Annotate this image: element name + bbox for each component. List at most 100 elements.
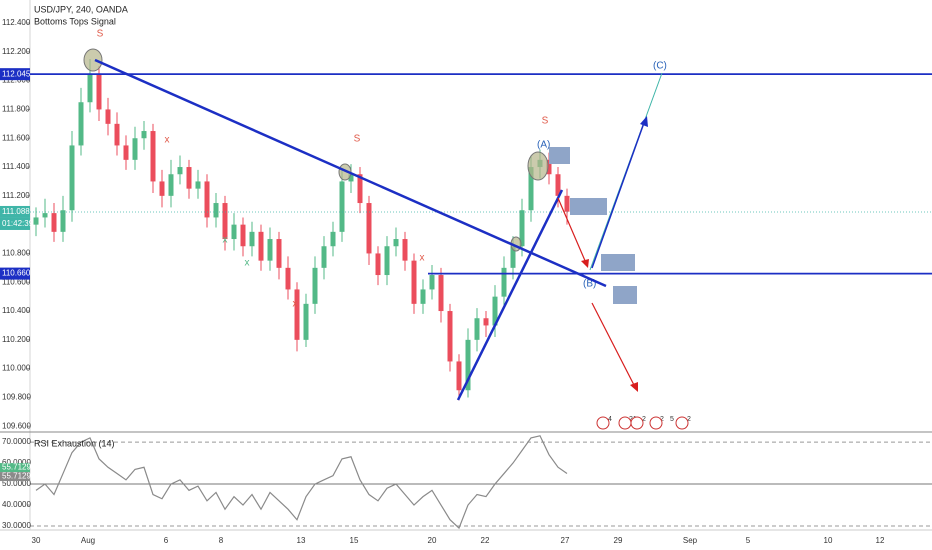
y-tick-label: 112.200 bbox=[2, 47, 31, 56]
x-tick-label: 12 bbox=[876, 536, 885, 545]
candle-body bbox=[87, 73, 93, 103]
candle-body bbox=[114, 123, 120, 146]
candle-body bbox=[564, 195, 570, 212]
y-tick-label: 112.000 bbox=[2, 76, 31, 85]
candle-body bbox=[303, 303, 309, 340]
annotation: S bbox=[542, 116, 549, 127]
candle-body bbox=[474, 318, 480, 340]
candle-body bbox=[258, 231, 264, 261]
x-tick-label: 30 bbox=[32, 536, 41, 545]
candle-body bbox=[528, 167, 534, 211]
candle-body bbox=[141, 131, 147, 139]
candle-body bbox=[465, 339, 471, 391]
candle-body bbox=[321, 246, 327, 268]
candle-body bbox=[375, 253, 381, 276]
x-tick-label: 22 bbox=[481, 536, 490, 545]
x-tick-label: Aug bbox=[81, 536, 95, 545]
y-tick-label: 111.600 bbox=[2, 133, 30, 142]
y-tick-label: 60.0000 bbox=[2, 458, 31, 467]
candle-body bbox=[186, 167, 192, 189]
label-box bbox=[570, 198, 607, 215]
y-tick-label: 110.000 bbox=[2, 364, 31, 373]
value-badge bbox=[0, 472, 30, 482]
value-badge-label: 55.7129 bbox=[2, 463, 31, 472]
candle-body bbox=[339, 181, 345, 232]
candle-body bbox=[357, 174, 363, 204]
candle-body bbox=[33, 217, 39, 225]
x-tick-label: 27 bbox=[561, 536, 570, 545]
candle-body bbox=[195, 181, 201, 189]
annotation: x bbox=[165, 135, 170, 146]
y-tick-label: 50.0000 bbox=[2, 479, 31, 488]
y-tick-label: 70.0000 bbox=[2, 437, 31, 446]
event-flag bbox=[596, 416, 610, 430]
annotation: S bbox=[354, 134, 361, 145]
candle-body bbox=[60, 210, 66, 232]
candle-body bbox=[402, 239, 408, 261]
candle-body bbox=[285, 267, 291, 290]
indicator-name: Bottoms Tops Signal bbox=[34, 16, 116, 26]
price-badge bbox=[0, 205, 30, 218]
ellipse bbox=[83, 48, 103, 72]
x-tick-label: 5 bbox=[746, 536, 751, 545]
price-badge bbox=[0, 68, 30, 81]
candle-body bbox=[51, 213, 57, 232]
event-count: 2 bbox=[642, 416, 646, 423]
candle-body bbox=[42, 213, 48, 218]
candle-body bbox=[276, 239, 282, 268]
x-tick-label: 15 bbox=[350, 536, 359, 545]
price-badge-label: 110.660 bbox=[2, 269, 31, 278]
y-tick-label: 112.400 bbox=[2, 18, 31, 27]
candle-body bbox=[492, 296, 498, 326]
candle-body bbox=[411, 260, 417, 304]
countdown-badge bbox=[0, 217, 30, 230]
x-tick-label: 6 bbox=[164, 536, 169, 545]
candle-body bbox=[447, 311, 453, 362]
candle-body bbox=[438, 275, 444, 312]
event-count: 2 bbox=[687, 416, 691, 423]
x-tick-label: 13 bbox=[297, 536, 306, 545]
y-tick-label: 111.200 bbox=[2, 191, 30, 200]
x-tick-label: 29 bbox=[614, 536, 623, 545]
drawings bbox=[83, 48, 689, 430]
value-badge bbox=[0, 463, 30, 473]
event-flag bbox=[649, 416, 663, 430]
candle-body bbox=[519, 210, 525, 247]
candle-body bbox=[222, 203, 228, 240]
price-badge-label: 111.088 bbox=[2, 207, 30, 216]
ellipse bbox=[527, 151, 549, 181]
candle-body bbox=[177, 167, 183, 175]
candle-body bbox=[483, 318, 489, 326]
y-tick-label: 110.200 bbox=[2, 335, 31, 344]
y-tick-label: 110.400 bbox=[2, 306, 31, 315]
price-badge-label: 112.045 bbox=[2, 69, 31, 78]
countdown-label: 01:42:39 bbox=[2, 219, 34, 228]
candle-body bbox=[78, 102, 84, 146]
candle-body bbox=[393, 239, 399, 247]
candle-body bbox=[240, 224, 246, 247]
candle-body bbox=[69, 145, 75, 211]
candle-body bbox=[159, 181, 165, 196]
candle-body bbox=[501, 267, 507, 297]
candle-body bbox=[312, 267, 318, 304]
candle-body bbox=[204, 181, 210, 218]
x-tick-label: Sep bbox=[683, 536, 698, 545]
candle-body bbox=[231, 224, 237, 240]
candle-body bbox=[267, 239, 273, 261]
annotation: x bbox=[293, 299, 298, 310]
annotation: x bbox=[223, 235, 228, 246]
y-tick-label: 30.0000 bbox=[2, 521, 31, 530]
candle-body bbox=[294, 289, 300, 340]
candle-body bbox=[213, 203, 219, 218]
candle-body bbox=[168, 174, 174, 196]
candle-body bbox=[249, 231, 255, 247]
event-flag bbox=[675, 416, 689, 430]
annotation: x bbox=[245, 258, 250, 269]
event-flag bbox=[618, 416, 632, 430]
label-box bbox=[601, 254, 635, 271]
rsi-title: RSI Exhaustion (14) bbox=[34, 438, 115, 448]
candle-body bbox=[96, 73, 102, 110]
y-tick-label: 110.800 bbox=[2, 249, 31, 258]
